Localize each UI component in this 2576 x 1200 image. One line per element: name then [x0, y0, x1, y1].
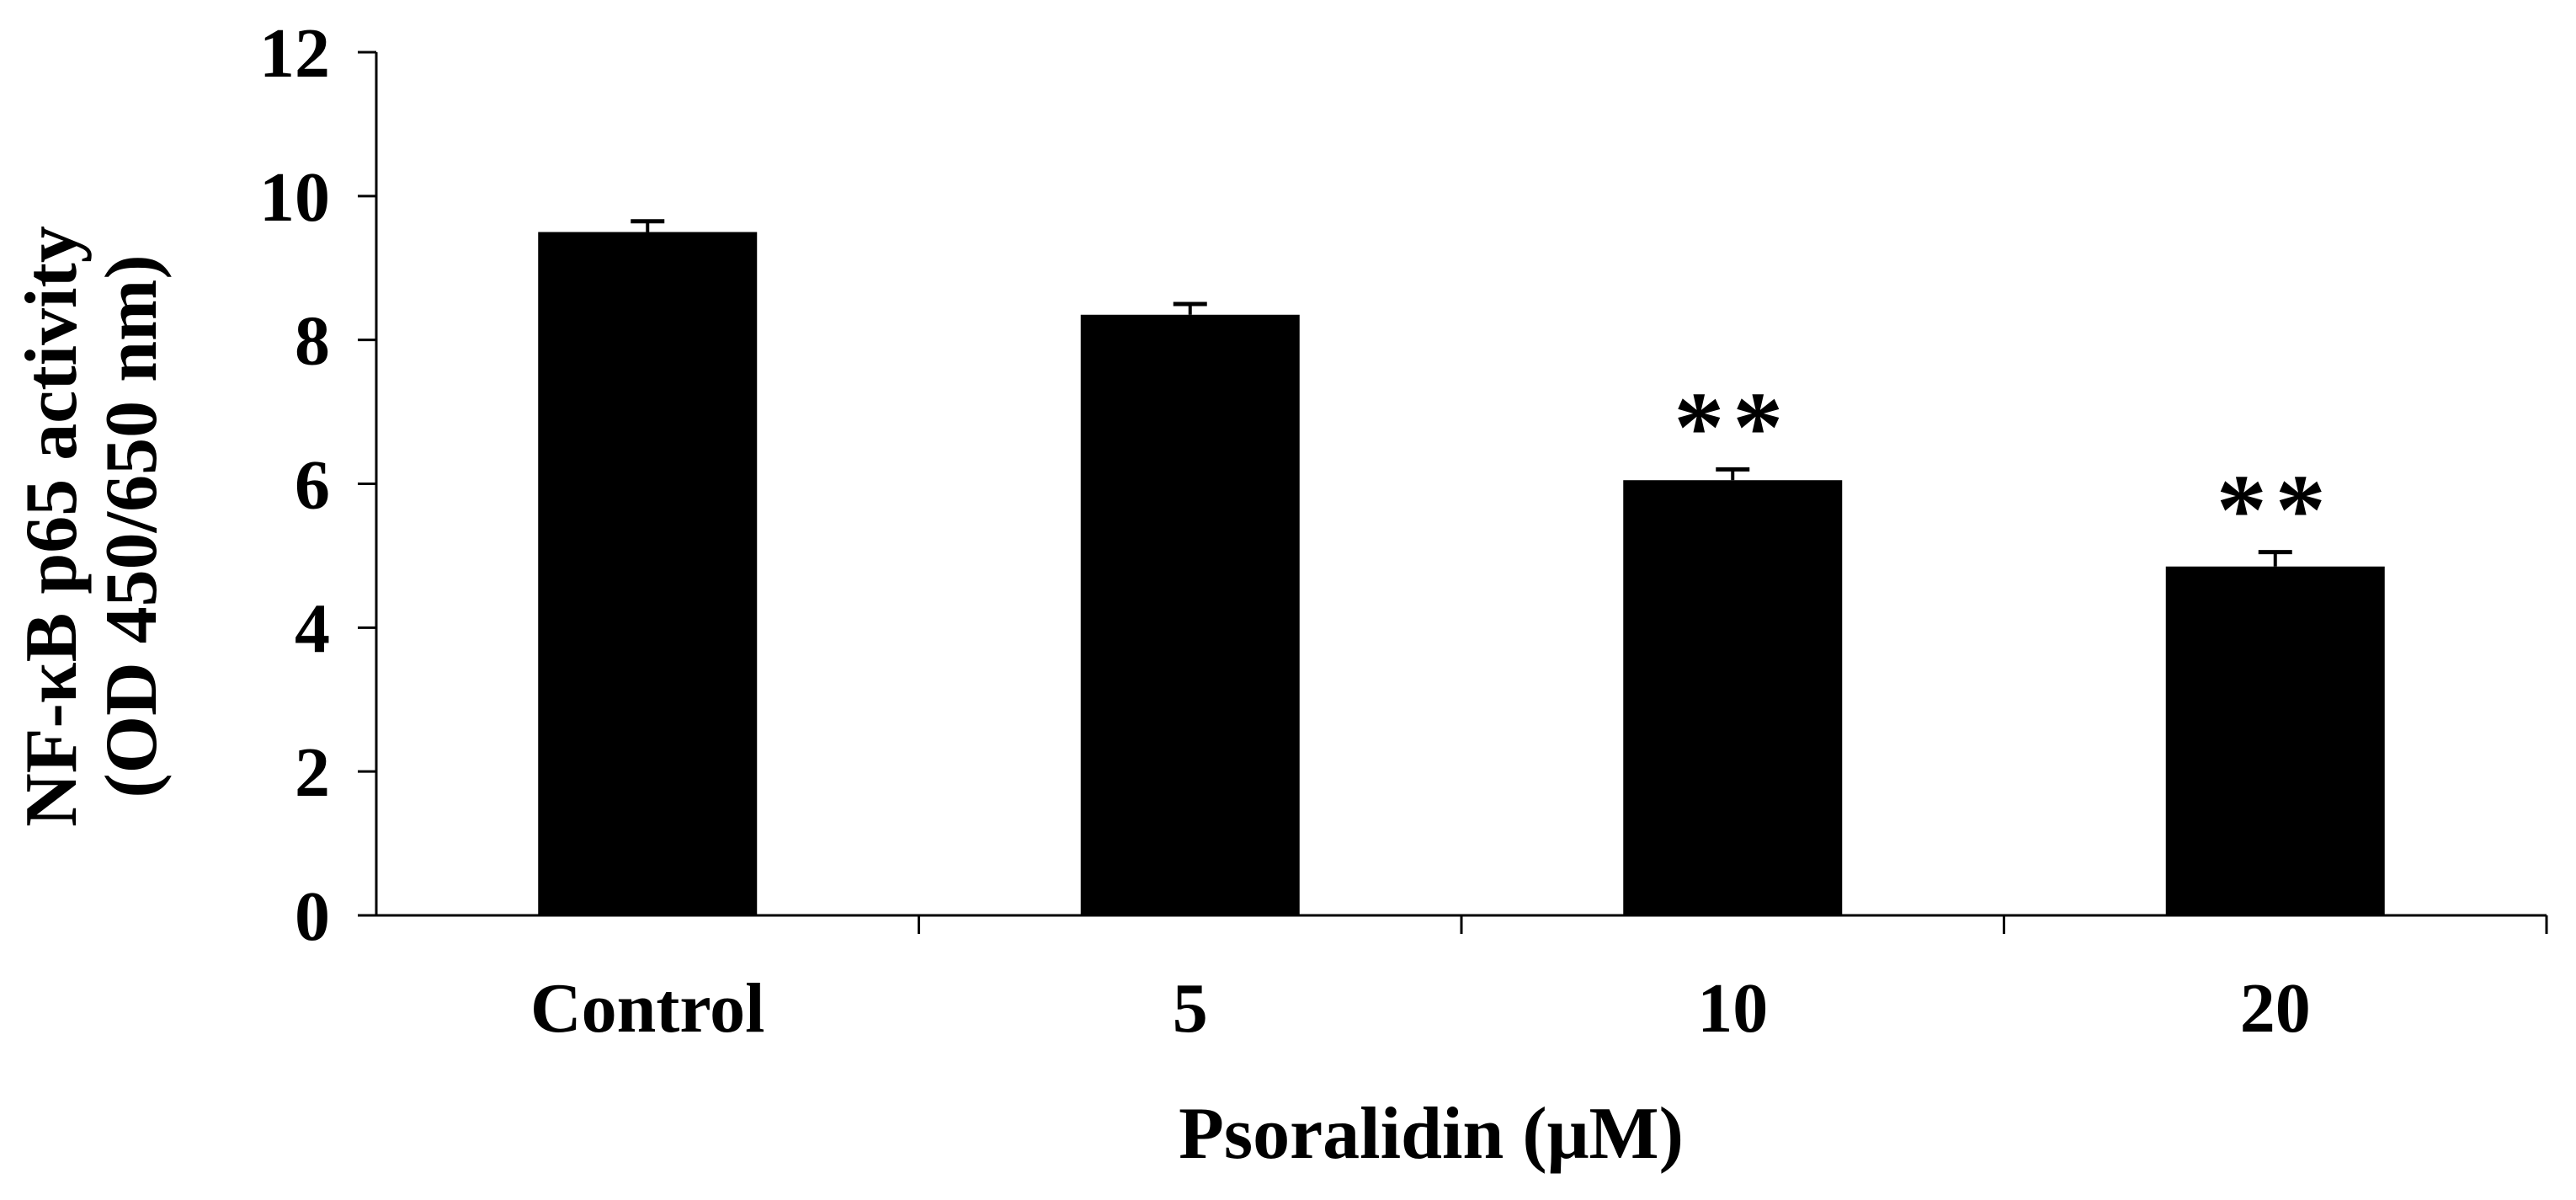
bar: [1623, 480, 1843, 915]
significance-annotations: ** **: [1674, 371, 2334, 566]
y-tick-label: 10: [259, 158, 330, 237]
x-tick-label: Control: [530, 969, 764, 1048]
plot-area: 0 2 4 6 8 10 12 Control 5 10 20 ** **: [259, 14, 2548, 1048]
y-tick-label: 8: [295, 302, 330, 381]
bar: [1080, 314, 1300, 915]
x-tick-label: 10: [1697, 969, 1768, 1048]
significance-marker: **: [1674, 371, 1791, 483]
y-tick-label: 6: [295, 446, 330, 525]
bar-series: [538, 232, 2385, 916]
y-axis-title-line-1: NF-κB p65 activity: [11, 226, 93, 827]
y-tick-label: 2: [295, 733, 330, 812]
x-axis-ticks: Control 5 10 20: [530, 915, 2548, 1048]
x-axis-title: Psoralidin (μM): [1179, 1093, 1684, 1175]
y-axis-ticks: 0 2 4 6 8 10 12: [259, 14, 376, 956]
error-bars: [631, 219, 2292, 567]
significance-marker: **: [2217, 454, 2334, 566]
y-tick-label: 12: [259, 14, 330, 93]
bar: [538, 232, 758, 916]
x-tick-label: 20: [2240, 969, 2311, 1048]
x-tick-label: 5: [1173, 969, 1208, 1048]
y-axis-title: NF-κB p65 activity (OD 450/650 nm): [11, 226, 173, 827]
y-tick-label: 4: [295, 589, 330, 668]
y-tick-label: 0: [295, 877, 330, 956]
bar: [2165, 566, 2385, 915]
y-axis-title-line-2: (OD 450/650 nm): [91, 254, 173, 797]
